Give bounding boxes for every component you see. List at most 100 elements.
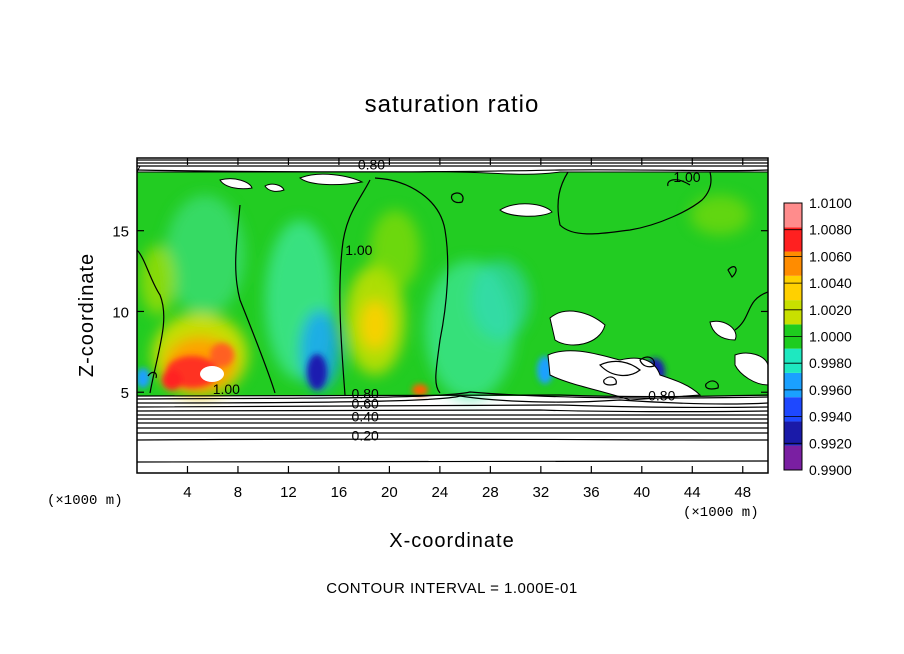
colorbar-swatch-2 xyxy=(784,397,802,422)
colorbar-label-8: 1.0060 xyxy=(809,248,852,264)
contour-lower-3 xyxy=(137,395,768,405)
contour-label-6: 0.40 xyxy=(352,408,379,424)
x-tick-label-5: 24 xyxy=(432,484,449,501)
contour-upper-4 xyxy=(137,169,768,173)
contour-label-2: 1.00 xyxy=(673,169,700,185)
patch-7 xyxy=(264,183,285,192)
extreme-max-3 xyxy=(162,370,182,390)
y-tick-label-1: 10 xyxy=(112,304,129,321)
colorbar-label-9: 1.0080 xyxy=(809,222,852,238)
contour-1.00-b xyxy=(339,179,371,396)
x-axis-ticks: 4 8 12 16 20 24 28 32 36 40 44 48 xyxy=(183,158,751,501)
colorbar-label-5: 1.0000 xyxy=(809,329,852,345)
x-tick-label-1: 8 xyxy=(234,484,242,501)
anomaly-supersat-7 xyxy=(690,195,750,235)
extreme-max-2 xyxy=(210,343,234,367)
contour-1.00-j xyxy=(603,376,617,386)
x-tick-label-8: 36 xyxy=(583,484,600,501)
contour-label-8: 0.80 xyxy=(648,387,675,403)
contour-lower-11 xyxy=(137,438,768,441)
contours xyxy=(137,159,768,463)
colorbar-label-4: 0.9980 xyxy=(809,355,852,371)
x-tick-label-9: 40 xyxy=(633,484,650,501)
extreme-white-core xyxy=(200,366,224,382)
colorbar-swatch-9 xyxy=(784,227,802,252)
colorbar-label-10: 1.0100 xyxy=(809,195,852,211)
x-tick-label-10: 44 xyxy=(684,484,701,501)
x-tick-label-6: 28 xyxy=(482,484,499,501)
colorbar-label-6: 1.0020 xyxy=(809,302,852,318)
colorbar-swatch-3 xyxy=(784,372,802,398)
contour-lower-12 xyxy=(137,460,768,463)
anomaly-supersat-5 xyxy=(370,210,420,290)
contour-1.00-f xyxy=(734,291,768,331)
patch-5 xyxy=(734,352,768,386)
x-axis-label: X-coordinate xyxy=(389,530,514,552)
patch-4 xyxy=(709,320,737,341)
patch-2 xyxy=(549,310,606,346)
colorbar-swatch-0 xyxy=(784,445,802,470)
x-tick-label-11: 48 xyxy=(734,484,751,501)
y-axis-ticks: 5 10 15 xyxy=(112,224,768,402)
contour-label-4: 0.80 xyxy=(352,386,379,402)
y-tick-label-2: 15 xyxy=(112,224,129,241)
colorbar-label-1: 0.9920 xyxy=(809,435,852,451)
x-tick-label-3: 16 xyxy=(331,484,348,501)
y-tick-label-0: 5 xyxy=(121,385,129,402)
contour-label-1: 1.00 xyxy=(345,242,372,258)
contour-labels: 0.801.001.001.00 0.800.600.400.200.80 xyxy=(213,156,701,444)
contour-1.00-k xyxy=(147,371,157,379)
contour-label-3: 1.00 xyxy=(213,381,240,397)
colorbar-swatch-1 xyxy=(784,421,802,446)
contour-label-7: 0.20 xyxy=(352,428,379,444)
contour-interval-note: CONTOUR INTERVAL = 1.000E-01 xyxy=(326,580,577,597)
y-axis-label: Z-coordinate xyxy=(76,253,98,377)
patch-8 xyxy=(299,173,364,186)
colorbar-swatch-10 xyxy=(784,203,802,228)
colorbar-swatch-4 xyxy=(784,348,802,373)
contour-patch-ring xyxy=(599,360,641,376)
colorbar-swatch-7 xyxy=(784,275,802,301)
contour-label-5: 0.60 xyxy=(352,395,379,411)
chart-title: saturation ratio xyxy=(365,91,540,118)
colorbar-swatch-8 xyxy=(784,251,802,276)
contour-1.00-left xyxy=(137,249,165,394)
field-extremes xyxy=(137,343,665,396)
contour-1.00-i xyxy=(705,380,719,390)
x-axis-unit-right: (×1000 m) xyxy=(683,505,759,521)
colorbar-swatch-6 xyxy=(784,300,802,325)
plot-area: 0.801.001.001.00 0.800.600.400.200.80 xyxy=(137,156,768,473)
anomaly-supersat-4 xyxy=(360,300,390,350)
extreme-max-4 xyxy=(412,384,428,396)
x-axis-unit-left: (×1000 m) xyxy=(47,493,123,509)
contour-1.00-e xyxy=(667,179,691,187)
x-tick-label-7: 32 xyxy=(532,484,549,501)
contour-lower-5 xyxy=(137,409,768,413)
anomaly-subsat-1 xyxy=(165,195,245,315)
colorbar-label-2: 0.9940 xyxy=(809,409,852,425)
contour-patch-ring-2 xyxy=(639,356,655,368)
plot-frame xyxy=(136,157,769,474)
contour-lower-4 xyxy=(137,404,768,408)
x-tick-label-2: 12 xyxy=(280,484,297,501)
contour-1.00-a xyxy=(235,204,276,394)
contour-1.00-c xyxy=(374,177,449,394)
colorbar-label-7: 1.0040 xyxy=(809,275,852,291)
extreme-min-4 xyxy=(137,368,150,388)
contour-1.00-g xyxy=(727,266,737,278)
contour-label-0: 0.80 xyxy=(358,156,385,172)
contour-lower-2 xyxy=(137,391,768,400)
extreme-min-1 xyxy=(307,354,327,390)
contour-1.00-h xyxy=(450,192,464,204)
patch-1 xyxy=(499,203,553,217)
colorbar-label-0: 0.9900 xyxy=(809,462,852,478)
contour-1.00-d xyxy=(557,171,712,235)
colorbar: 0.9900 0.9920 0.9940 0.9960 0.9980 1.0000 1.00… xyxy=(783,195,852,478)
patch-6 xyxy=(219,178,253,190)
colorbar-label-3: 0.9960 xyxy=(809,382,852,398)
x-tick-label-4: 20 xyxy=(381,484,398,501)
anomaly-subsat-5 xyxy=(470,260,530,340)
anomaly-supersat-6 xyxy=(140,245,176,315)
contour-upper-3 xyxy=(137,165,768,167)
